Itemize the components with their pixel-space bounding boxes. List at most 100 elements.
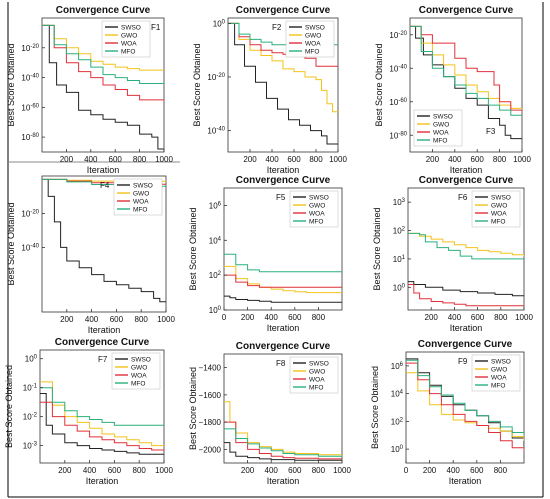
chart-panel-f3: Convergence Curve 200 400 600 800 1000 10-20 10…	[374, 5, 531, 175]
legend-label: SWSO	[121, 25, 141, 32]
series-line-gwo	[40, 381, 164, 447]
y-axis-label: Best Score Obtained	[188, 367, 198, 450]
y-axis-label: Best Score Obtained	[6, 43, 16, 126]
function-label: F9	[458, 357, 468, 366]
y-tick-label: 10-40	[207, 127, 225, 136]
series-line-swso	[228, 22, 338, 145]
x-tick-label: 1000	[513, 155, 531, 164]
legend-label: SWSO	[131, 357, 151, 364]
y-tick-label: 10-20	[207, 73, 225, 82]
series-line-mfo	[40, 387, 164, 426]
x-tick-label: 800	[493, 155, 507, 164]
function-label: F8	[276, 359, 286, 368]
y-tick-label: 102	[209, 271, 222, 280]
function-label: F2	[272, 23, 282, 32]
y-axis-label: Best Score Obtained	[372, 207, 382, 290]
y-axis-label: Best Score Obtained	[192, 43, 202, 126]
chart-panel-f2: Convergence Curve 200 400 600 800 1000 100 10-2…	[192, 5, 347, 175]
y-tick-label: 100	[209, 306, 222, 315]
chart-panel-f4: 200 400 600 800 1000 10-20 10-40 Iteration Best …	[6, 175, 175, 335]
chart-title: Convergence Curve	[56, 5, 151, 16]
x-axis-label: Iteration	[267, 476, 300, 486]
series-line-mfo	[408, 232, 524, 260]
x-tick-label: 400	[265, 466, 279, 475]
x-tick-label: 800	[312, 313, 326, 322]
legend-label: SWSO	[305, 25, 325, 32]
chart-title: Convergence Curve	[236, 5, 331, 16]
x-axis-label: Iteration	[449, 476, 482, 486]
chart-panel-f9: Convergence Curve 0 200 400 600 800 106 104 102 1…	[370, 339, 525, 486]
x-tick-label: 400	[85, 315, 99, 324]
x-tick-label: 0	[404, 466, 409, 475]
y-tick-label: 102	[393, 227, 406, 236]
x-tick-label: 800	[309, 155, 323, 164]
x-tick-label: 400	[265, 155, 279, 164]
x-tick-label: 600	[108, 466, 122, 475]
legend-label: MFO	[491, 219, 505, 226]
function-label: F1	[151, 23, 161, 32]
x-axis-label: Iteration	[267, 165, 300, 175]
x-tick-label: 600	[288, 466, 302, 475]
x-tick-label: 1000	[333, 466, 351, 475]
y-tick-label: −1800	[199, 418, 222, 427]
x-axis-label: Iteration	[267, 323, 300, 333]
x-axis-label: Iteration	[88, 325, 121, 335]
function-label: F5	[276, 193, 286, 202]
y-tick-label: −1400	[199, 364, 222, 373]
chart-panel-f5: Convergence Curve 0 200 400 600 800 106 104 102 1…	[188, 175, 343, 333]
y-tick-label: 106	[391, 362, 404, 371]
x-tick-label: 600	[471, 155, 485, 164]
function-label: F7	[98, 355, 108, 364]
y-tick-label: 10-2	[23, 413, 38, 422]
x-tick-label: 400	[83, 466, 97, 475]
legend-label: MFO	[309, 385, 323, 392]
y-tick-label: 100	[391, 445, 404, 454]
x-tick-label: 600	[288, 313, 302, 322]
chart-title: Convergence Curve	[236, 175, 331, 186]
y-axis-label: Best Score Obtained	[188, 207, 198, 290]
plot-area	[223, 353, 343, 464]
x-tick-label: 200	[243, 155, 257, 164]
y-axis-label: Best Score Obtained	[370, 366, 380, 449]
x-tick-label: 1000	[157, 315, 175, 324]
x-tick-label: 400	[265, 313, 279, 322]
legend-label: WOA	[121, 41, 137, 48]
legend-label: GWO	[309, 203, 325, 210]
y-tick-label: 100	[393, 283, 406, 292]
legend-label: MFO	[305, 49, 319, 56]
series-line-swso	[42, 178, 166, 303]
legend-label: GWO	[121, 33, 137, 40]
x-tick-label: 400	[447, 466, 461, 475]
series-line-mfo	[42, 24, 164, 84]
x-tick-label: 400	[448, 313, 462, 322]
series-line-mfo	[224, 253, 342, 273]
y-axis-label: Best Score Obtained	[4, 365, 14, 448]
y-tick-label: 100	[213, 19, 226, 28]
x-tick-label: 200	[60, 315, 74, 324]
y-tick-label: 103	[393, 198, 406, 207]
legend-label: SWSO	[309, 195, 329, 202]
y-tick-label: 10-60	[21, 103, 39, 112]
function-label: F6	[458, 193, 468, 202]
series-line-mfo	[224, 428, 342, 457]
y-tick-label: 10-40	[21, 243, 39, 252]
chart-title: Convergence Curve	[419, 175, 514, 186]
x-tick-label: 800	[135, 315, 149, 324]
plot-area	[41, 17, 165, 153]
series-line-woa	[410, 25, 522, 114]
legend-label: WOA	[309, 211, 325, 218]
series-line-woa	[224, 274, 342, 288]
chart-panel-f6: Convergence Curve 200 400 600 800 1000 103 102 1…	[372, 175, 533, 333]
legend-label: WOA	[491, 211, 507, 218]
plot-area	[41, 175, 167, 313]
plot-area	[223, 187, 343, 311]
x-tick-label: 200	[426, 155, 440, 164]
plot-area	[227, 17, 339, 153]
legend-label: WOA	[305, 41, 321, 48]
y-tick-label: 10-1	[23, 384, 38, 393]
legend-label: SWSO	[491, 359, 511, 366]
y-tick-label: 10-20	[21, 44, 39, 53]
x-tick-label: 1000	[515, 313, 533, 322]
legend-label: MFO	[491, 383, 505, 390]
legend-label: MFO	[433, 138, 447, 145]
